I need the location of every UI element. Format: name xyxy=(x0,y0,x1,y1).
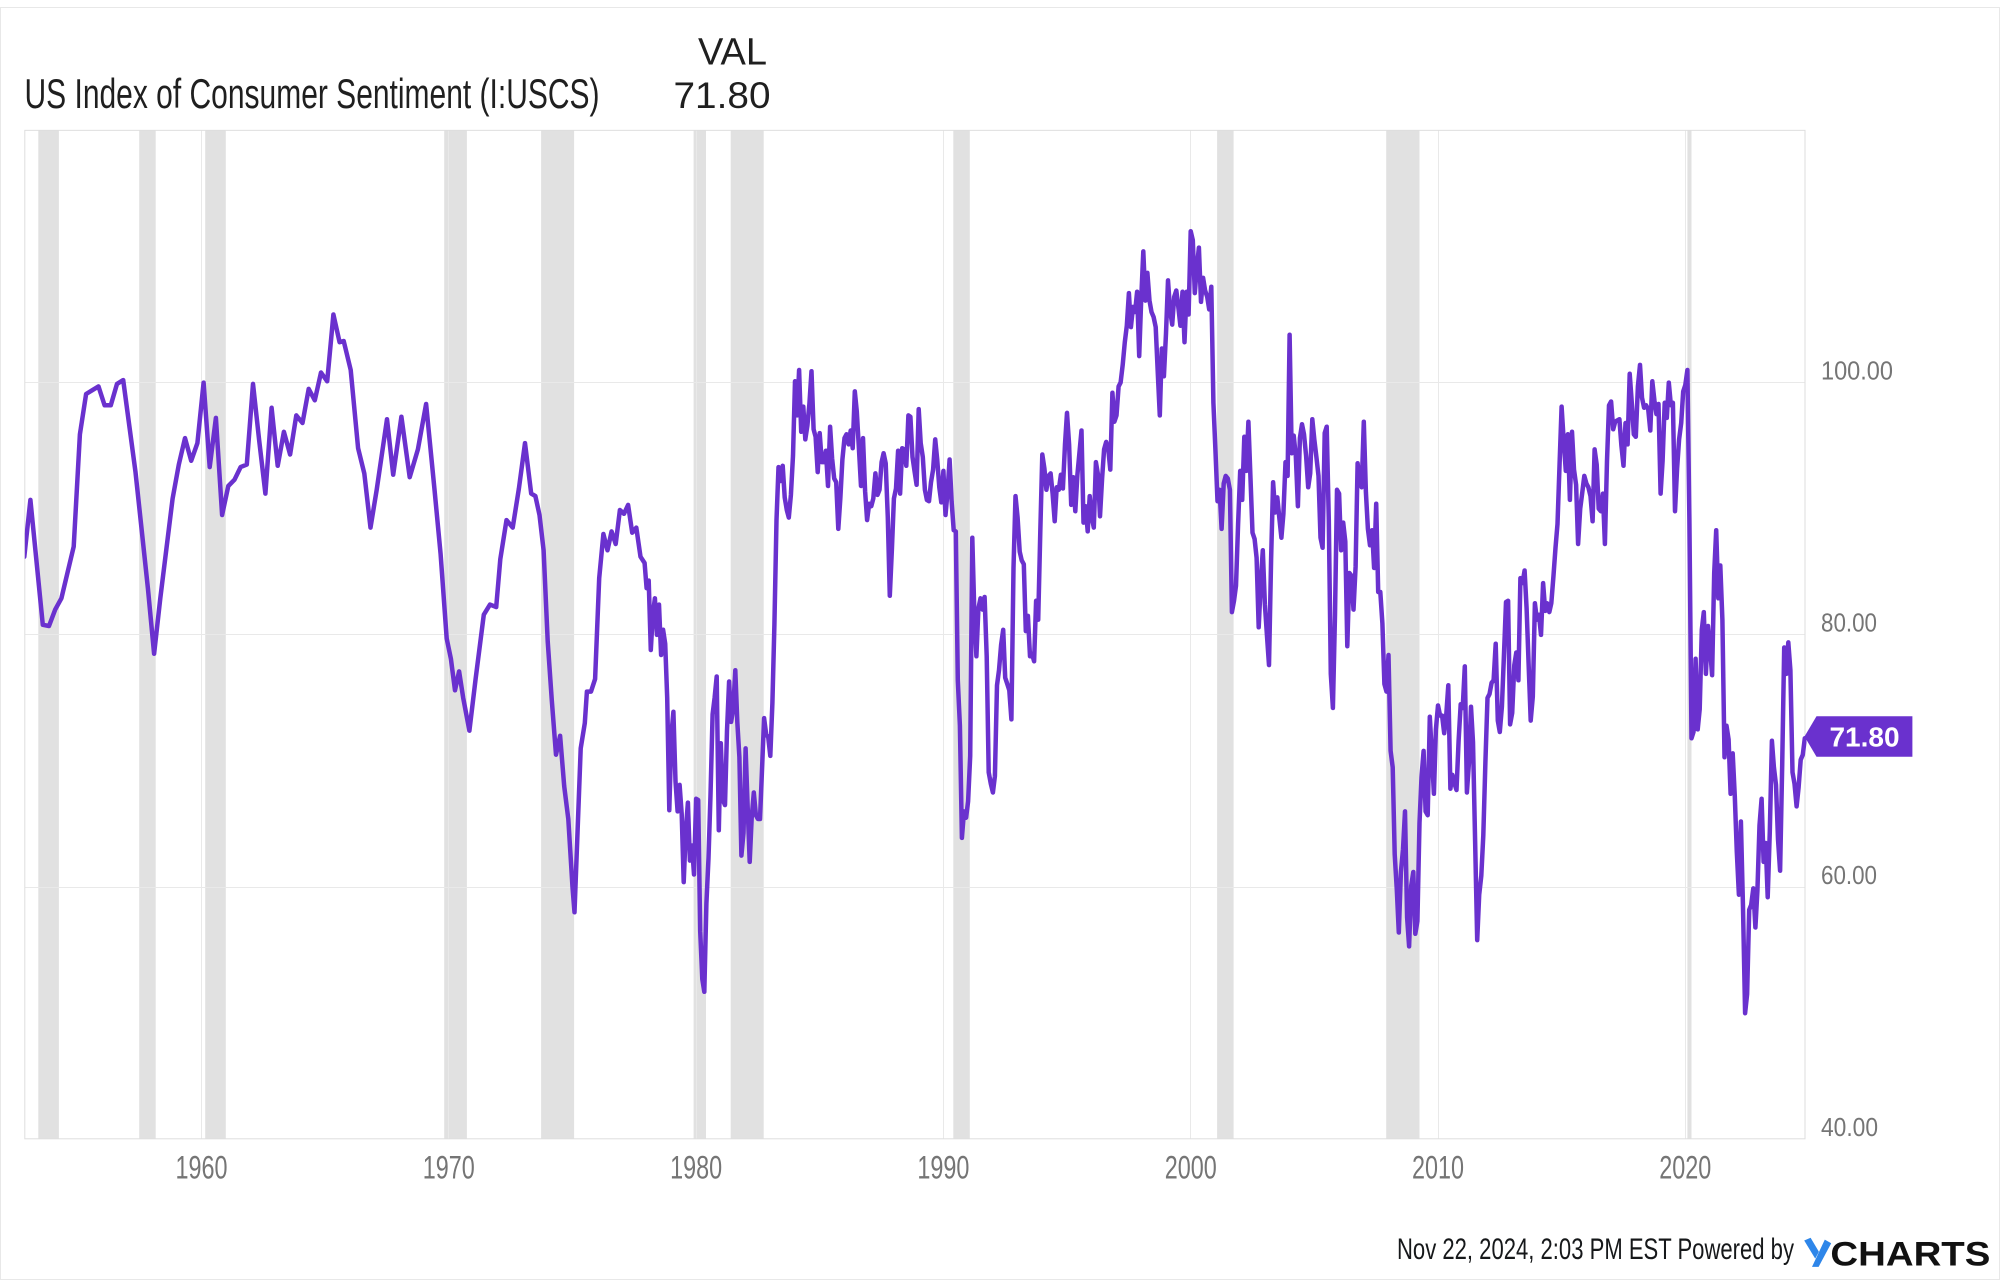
svg-text:100.00: 100.00 xyxy=(1821,355,1893,385)
svg-text:VAL: VAL xyxy=(698,31,767,73)
svg-text:71.80: 71.80 xyxy=(1829,722,1899,753)
svg-text:1970: 1970 xyxy=(423,1149,475,1185)
svg-text:60.00: 60.00 xyxy=(1821,860,1877,890)
svg-text:71.80: 71.80 xyxy=(674,75,771,116)
svg-text:1990: 1990 xyxy=(917,1149,969,1185)
svg-text:2000: 2000 xyxy=(1165,1149,1217,1185)
svg-text:Nov 22, 2024, 2:03 PM EST Powe: Nov 22, 2024, 2:03 PM EST Powered by xyxy=(1397,1233,1794,1266)
svg-text:CHARTS: CHARTS xyxy=(1830,1236,1990,1274)
svg-text:2010: 2010 xyxy=(1412,1149,1464,1185)
svg-text:1960: 1960 xyxy=(176,1149,228,1185)
svg-text:US Index of Consumer Sentiment: US Index of Consumer Sentiment (I:USCS) xyxy=(25,70,600,117)
svg-text:2020: 2020 xyxy=(1659,1149,1711,1185)
svg-text:1980: 1980 xyxy=(670,1149,722,1185)
svg-text:80.00: 80.00 xyxy=(1821,608,1877,638)
svg-text:40.00: 40.00 xyxy=(1821,1112,1878,1142)
